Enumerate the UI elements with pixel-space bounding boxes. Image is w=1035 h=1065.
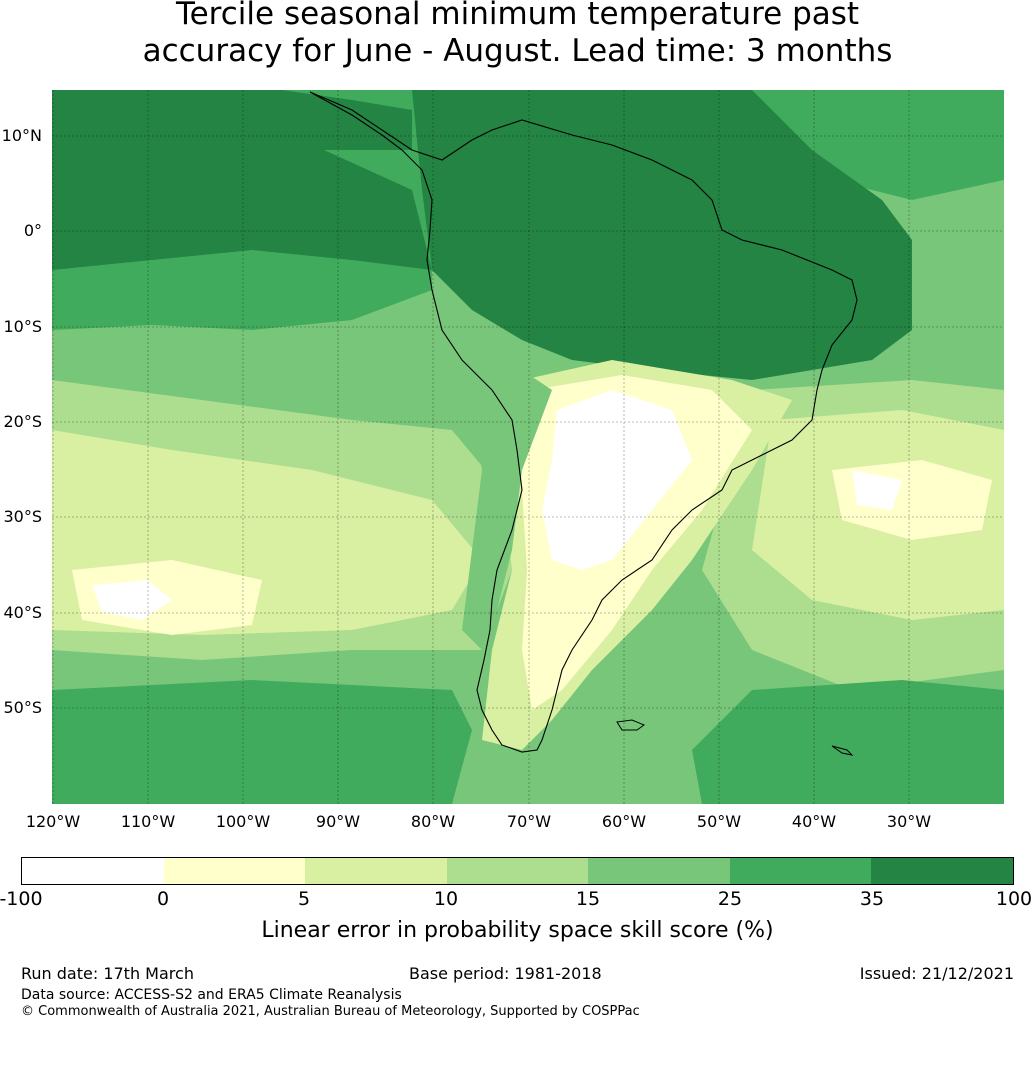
colorbar-tick: 10	[433, 888, 459, 910]
colorbar-tick: 0	[156, 888, 170, 910]
colorbar	[21, 857, 1014, 885]
falkland-islands	[616, 719, 646, 731]
lon-label-80w: 80°W	[410, 812, 456, 831]
lon-label-70w: 70°W	[506, 812, 552, 831]
lon-label-120w: 120°W	[25, 812, 81, 831]
colorbar-segment	[588, 858, 730, 884]
region-south-atlantic-white	[852, 470, 902, 510]
colorbar-segment	[729, 858, 872, 884]
colorbar-tick: 15	[575, 888, 601, 910]
lon-label-60w: 60°W	[601, 812, 647, 831]
title-line-2: accuracy for June - August. Lead time: 3…	[142, 33, 893, 69]
region-southern-dark	[692, 680, 1004, 804]
run-date: Run date: 17th March	[21, 964, 194, 983]
colorbar-segment	[871, 858, 1014, 884]
data-source: Data source: ACCESS-S2 and ERA5 Climate …	[21, 987, 402, 1003]
lat-label-20s: 20°S	[3, 412, 42, 431]
lon-label-110w: 110°W	[120, 812, 176, 831]
lon-label-100w: 100°W	[215, 812, 271, 831]
colorbar-tick: 5	[297, 888, 311, 910]
skill-score-map	[52, 90, 1004, 804]
copyright: © Commonwealth of Australia 2021, Austra…	[21, 1004, 640, 1019]
lat-label-50s: 50°S	[3, 698, 42, 717]
region-south-pacific-white	[92, 580, 172, 620]
south-georgia	[831, 745, 854, 756]
region-north-band	[52, 90, 412, 160]
colorbar-segment	[446, 858, 589, 884]
colorbar-segment	[22, 858, 164, 884]
colorbar-tick: 35	[859, 888, 885, 910]
issued-date: Issued: 21/12/2021	[859, 964, 1014, 983]
colorbar-label: Linear error in probability space skill …	[261, 918, 774, 943]
graticule	[52, 90, 1004, 804]
lat-label-30s: 30°S	[3, 507, 42, 526]
lat-label-10s: 10°S	[3, 317, 42, 336]
colorbar-tick: -100	[0, 888, 43, 910]
lat-label-0: 0°	[23, 221, 42, 240]
colorbar-segment	[305, 858, 447, 884]
lon-label-30w: 30°W	[886, 812, 932, 831]
colorbar-tick: 100	[995, 888, 1033, 910]
region-andes	[462, 340, 552, 650]
base-period: Base period: 1981-2018	[409, 964, 602, 983]
title-line-1: Tercile seasonal minimum temperature pas…	[175, 0, 860, 32]
lon-label-90w: 90°W	[315, 812, 361, 831]
lon-label-50w: 50°W	[696, 812, 742, 831]
region-amazon	[412, 90, 912, 380]
south-america-coastline	[309, 91, 858, 753]
colorbar-tick: 25	[717, 888, 743, 910]
lat-label-10n: 10°N	[1, 126, 42, 145]
colorbar-segment	[163, 858, 306, 884]
lat-label-40s: 40°S	[3, 603, 42, 622]
region-continent-white	[542, 390, 692, 570]
map-canvas	[52, 90, 1004, 804]
region-southern-green	[52, 680, 472, 804]
lon-label-40w: 40°W	[791, 812, 837, 831]
chart-title: Tercile seasonal minimum temperature pas…	[0, 0, 1035, 70]
